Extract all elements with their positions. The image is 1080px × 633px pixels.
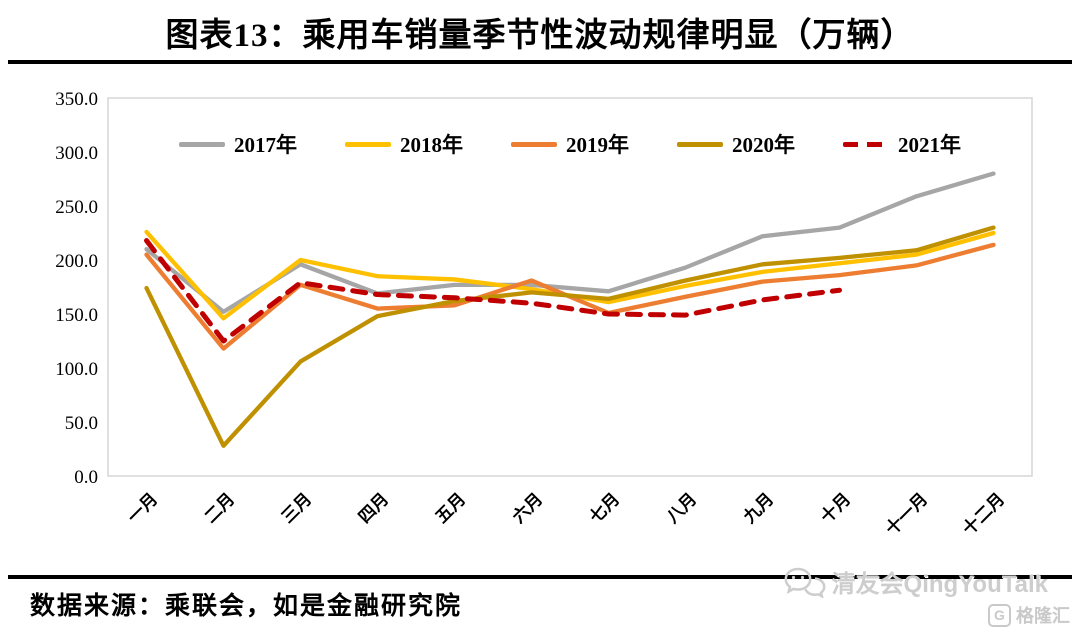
legend-label: 2019年 — [566, 133, 629, 157]
x-tick-label: 二月 — [201, 489, 238, 526]
legend-item-2019年: 2019年 — [511, 129, 629, 159]
gelonghui-logo-text: 格隆汇 — [1016, 606, 1070, 626]
x-tick-label: 八月 — [663, 489, 700, 526]
chat-bubbles-icon — [784, 567, 825, 598]
x-tick-label: 四月 — [355, 489, 392, 526]
gelonghui-logo: G 格隆汇 — [988, 602, 1070, 628]
x-tick-label: 十月 — [816, 489, 854, 527]
legend-label: 2018年 — [400, 133, 463, 157]
legend-label: 2021年 — [898, 133, 961, 157]
x-tick-label: 六月 — [508, 489, 546, 527]
y-tick-label: 150.0 — [55, 305, 98, 326]
bubble-eye — [791, 575, 795, 579]
y-tick-label: 350.0 — [55, 89, 98, 110]
x-tick-label: 一月 — [124, 489, 161, 526]
legend-item-2020年: 2020年 — [677, 129, 795, 159]
legend-label: 2020年 — [732, 133, 795, 157]
y-tick-label: 0.0 — [74, 467, 98, 488]
legend-swatch — [511, 141, 557, 147]
series-line-2020年 — [144, 225, 996, 448]
x-tick-label: 三月 — [278, 489, 315, 526]
line-chart: 0.0 50.0 100.0 150.0 200.0 250.0 300.0 350.0 一月 二… — [55, 89, 1033, 539]
x-tick-label: 九月 — [739, 489, 777, 527]
legend-item-2021年: 2021年 — [843, 129, 961, 159]
y-tick-label: 250.0 — [55, 197, 98, 218]
plot-border — [107, 97, 1033, 477]
y-tick-label: 200.0 — [55, 251, 98, 272]
chart-title: 图表13：乘用车销量季节性波动规律明显（万辆） — [165, 18, 915, 54]
y-tick-label: 50.0 — [65, 413, 98, 434]
x-tick-label: 十一月 — [881, 489, 931, 539]
watermark: 清友会QingYouTalk — [784, 564, 1048, 599]
x-tick-label: 十二月 — [958, 489, 1008, 539]
legend-swatch — [843, 141, 889, 147]
gelonghui-g-icon: G — [988, 603, 1011, 627]
y-tick-label: 300.0 — [55, 143, 98, 164]
legend-label: 2017年 — [234, 133, 297, 157]
footer-divider — [8, 575, 1072, 579]
legend-swatch — [179, 141, 225, 147]
watermark-text: 清友会QingYouTalk — [831, 571, 1048, 598]
series-line-2017年 — [144, 171, 996, 314]
y-tick-label: 100.0 — [55, 359, 98, 380]
x-tick-label: 七月 — [586, 489, 623, 526]
source-note: 数据来源：乘联会，如是金融研究院 — [30, 593, 463, 620]
chart-legend: 2017年 2018年 2019年 2020年 2021年 — [108, 128, 1032, 160]
title-divider — [8, 60, 1072, 64]
x-tick-label: 五月 — [432, 489, 469, 526]
legend-swatch — [345, 141, 391, 147]
legend-swatch — [677, 141, 723, 147]
series-line-2021年 — [144, 238, 842, 344]
bubble-eye — [800, 575, 804, 579]
legend-item-2017年: 2017年 — [179, 129, 297, 159]
legend-item-2018年: 2018年 — [345, 129, 463, 159]
